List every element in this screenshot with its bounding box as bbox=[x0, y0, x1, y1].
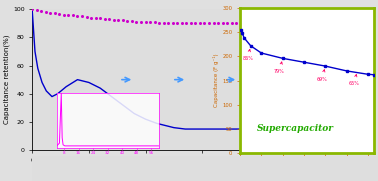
X-axis label: Cycle number: Cycle number bbox=[119, 166, 172, 175]
Text: 86%: 86% bbox=[242, 49, 253, 61]
Y-axis label: Capacitance retention(%): Capacitance retention(%) bbox=[3, 35, 10, 124]
Text: Supercapacitor: Supercapacitor bbox=[257, 124, 334, 133]
Text: 65%: 65% bbox=[349, 75, 359, 86]
X-axis label: Current Density (A g⁻¹): Current Density (A g⁻¹) bbox=[276, 168, 339, 174]
Text: 79%: 79% bbox=[274, 62, 285, 74]
X-axis label: 2θ(degree): 2θ(degree) bbox=[94, 156, 121, 161]
Y-axis label: Capacitance (F g⁻¹): Capacitance (F g⁻¹) bbox=[214, 54, 220, 107]
Text: 69%: 69% bbox=[317, 70, 327, 82]
